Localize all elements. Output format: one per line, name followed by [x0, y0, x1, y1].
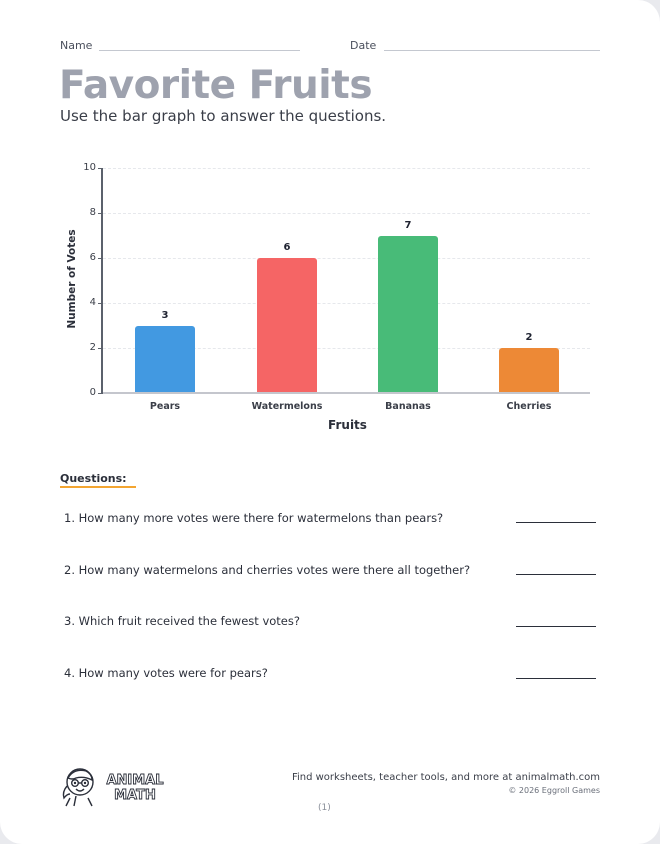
name-date-row: Name Date: [60, 38, 600, 54]
kid-mascot-icon: ANIMAL MATH: [62, 768, 164, 807]
x-category-label: Cherries: [506, 401, 552, 412]
y-tick-label: 4: [89, 297, 96, 308]
answer-line-4[interactable]: [516, 678, 596, 679]
bar-value-label: 7: [404, 219, 412, 231]
gridline: [103, 303, 590, 304]
bar-pears: [135, 325, 195, 393]
bar-value-label: 3: [161, 309, 169, 321]
questions-heading-underline: [60, 486, 136, 488]
bar-watermelons: [257, 258, 317, 393]
y-axis-label: Number of Votes: [66, 229, 78, 329]
gridline: [103, 213, 590, 214]
footer-copyright: © 2026 Eggroll Games: [508, 786, 600, 795]
name-field-line[interactable]: [99, 50, 300, 51]
x-category-label: Pears: [149, 401, 181, 412]
name-label: Name: [60, 39, 93, 52]
bar-value-label: 6: [283, 242, 291, 253]
page-number: (1): [318, 803, 331, 813]
x-axis-label: Fruits: [328, 418, 367, 432]
footer-promo: Find worksheets, teacher tools, and more…: [291, 772, 600, 783]
animal-math-logo: ANIMAL MATH: [58, 764, 170, 808]
date-label: Date: [350, 39, 377, 52]
question-2: 2. How many watermelons and cherries vot…: [64, 563, 471, 577]
svg-text:ANIMAL: ANIMAL: [106, 773, 163, 788]
x-axis: [103, 392, 590, 394]
y-tick-label: 10: [83, 162, 96, 173]
question-1: 1. How many more votes were there for wa…: [64, 511, 444, 525]
bar-bananas: [378, 235, 438, 393]
page-subtitle: Use the bar graph to answer the question…: [60, 107, 387, 125]
y-tick: [98, 213, 102, 214]
questions-heading: Questions:: [60, 472, 127, 485]
y-tick-label: 2: [89, 342, 96, 353]
gridline: [103, 168, 590, 169]
question-3: 3. Which fruit received the fewest votes…: [64, 614, 300, 628]
bar-value-label: 2: [525, 332, 533, 343]
y-tick-label: 0: [89, 387, 96, 398]
date-field-line[interactable]: [384, 50, 600, 51]
y-tick: [98, 393, 102, 394]
bar-cherries: [499, 348, 559, 393]
gridline: [103, 258, 590, 259]
y-tick: [98, 348, 102, 349]
y-axis: [101, 168, 103, 394]
x-category-label: Bananas: [385, 401, 431, 412]
y-tick: [98, 303, 102, 304]
y-tick: [98, 168, 102, 169]
svg-text:MATH: MATH: [114, 788, 156, 803]
question-4: 4. How many votes were for pears?: [64, 666, 268, 680]
y-tick-label: 8: [89, 207, 96, 218]
answer-line-2[interactable]: [516, 574, 596, 575]
x-category-label: Watermelons: [251, 401, 323, 412]
y-tick-label: 6: [89, 252, 96, 263]
answer-line-3[interactable]: [516, 626, 596, 627]
page-title: Favorite Fruits: [59, 63, 373, 108]
answer-line-1[interactable]: [516, 522, 596, 523]
gridline: [103, 348, 590, 349]
bar-chart: Number of Votes Fruits 0 2 4 6 8 10 3 Pears 6 Wat…: [0, 150, 660, 450]
y-tick: [98, 258, 102, 259]
